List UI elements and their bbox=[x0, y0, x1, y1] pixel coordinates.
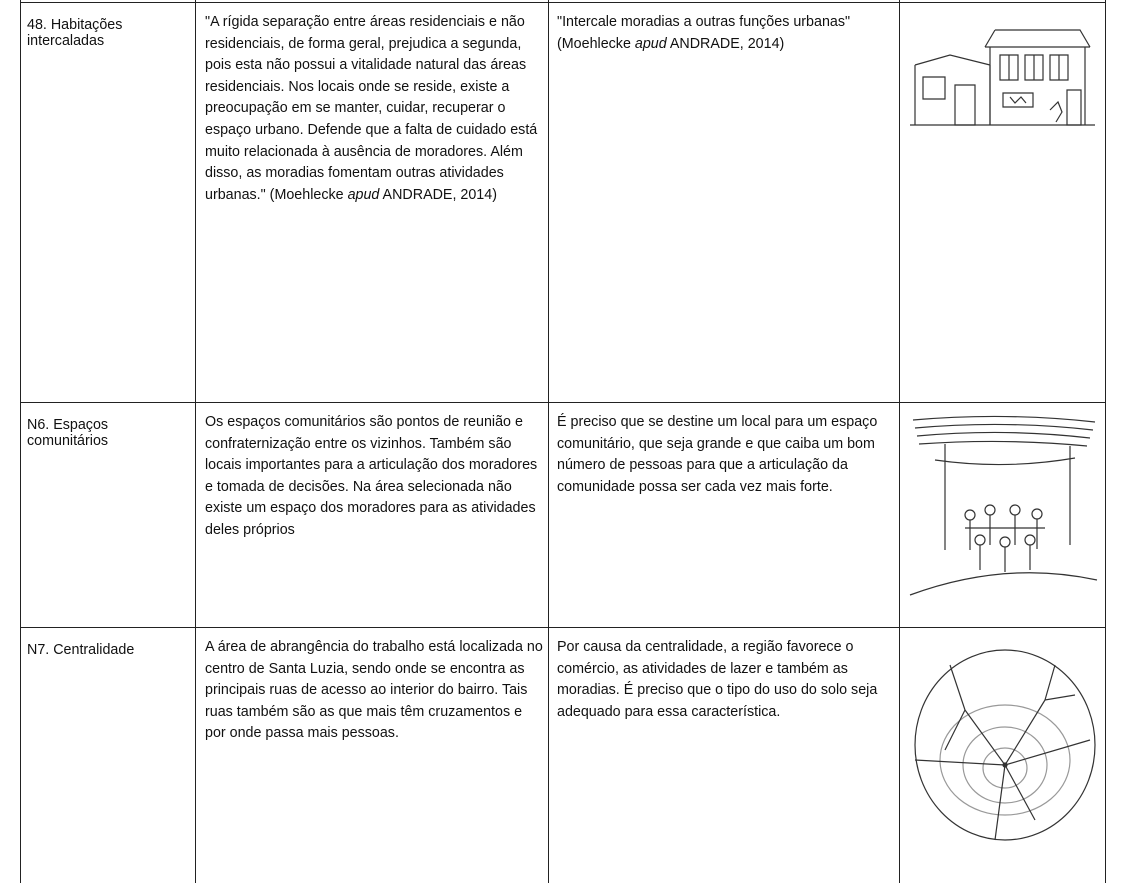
description: Os espaços comunitários são pontos de re… bbox=[205, 412, 543, 542]
recommendation: É preciso que se destine um local para u… bbox=[557, 412, 891, 498]
column-border bbox=[195, 0, 197, 883]
community-space-sketch bbox=[909, 415, 1098, 596]
description: A área de abrangência do trabalho está l… bbox=[205, 637, 543, 745]
text: É preciso que se destine um local para u… bbox=[557, 414, 878, 495]
recommendation: Por causa da centralidade, a região favo… bbox=[557, 637, 891, 723]
text: ANDRADE, 2014) bbox=[666, 35, 785, 52]
column-border bbox=[899, 0, 901, 883]
pattern-name: N7. Centralidade bbox=[27, 642, 190, 658]
italic-text: apud bbox=[347, 186, 380, 203]
text: Os espaços comunitários são pontos de re… bbox=[205, 414, 538, 538]
house-sketch bbox=[910, 29, 1095, 126]
italic-text: apud bbox=[634, 35, 667, 52]
row-border bbox=[20, 627, 1106, 629]
text: N6. Espaços comunitários bbox=[27, 417, 109, 449]
column-border bbox=[20, 0, 22, 883]
description: "A rígida separação entre áreas residenc… bbox=[205, 12, 543, 206]
text: N7. Centralidade bbox=[27, 642, 135, 658]
pattern-name: 48. Habitações intercaladas bbox=[27, 17, 190, 49]
text: "A rígida separação entre áreas residenc… bbox=[205, 14, 538, 203]
centrality-sketch bbox=[914, 649, 1096, 841]
text: 48. Habitações intercaladas bbox=[27, 17, 123, 49]
pattern-name: N6. Espaços comunitários bbox=[27, 417, 190, 449]
text: ANDRADE, 2014) bbox=[379, 186, 497, 203]
recommendation: "Intercale moradias a outras funções urb… bbox=[557, 12, 891, 55]
text: Por causa da centralidade, a região favo… bbox=[557, 639, 878, 720]
column-border bbox=[548, 0, 550, 883]
column-border bbox=[1105, 0, 1107, 883]
row-border bbox=[20, 2, 1106, 4]
text: A área de abrangência do trabalho está l… bbox=[205, 639, 543, 742]
row-border bbox=[20, 402, 1106, 404]
text: "Intercale moradias a outras funções urb… bbox=[557, 14, 851, 52]
